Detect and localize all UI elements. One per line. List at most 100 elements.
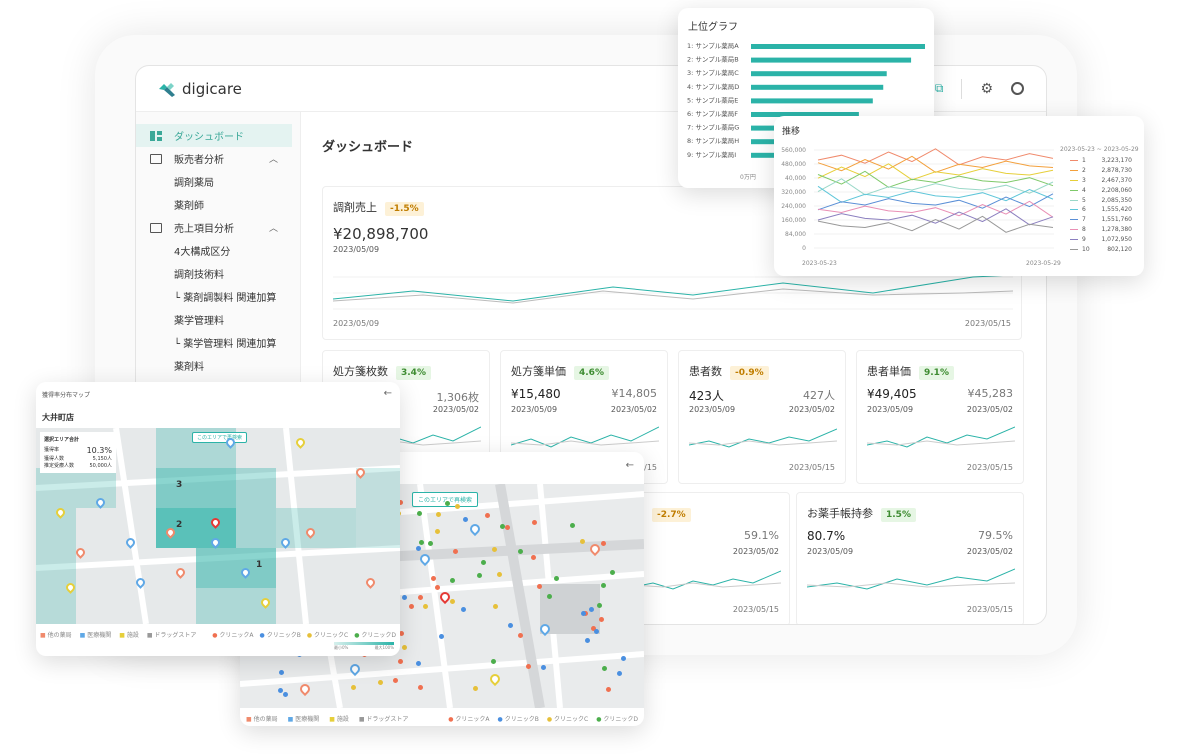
sidebar-item-label: 薬剤師 [174,201,204,212]
bar-label: 5: サンプル薬局E [687,95,738,104]
sidebar-item-drug-fee[interactable]: 薬剤料 [136,354,300,377]
map-dot[interactable] [402,645,407,650]
map-dot[interactable] [518,549,523,554]
map-area[interactable]: 3 2 1 このエリアで再検索 選択エリア合計 獲得率 10.3% 獲得人数 5,1… [36,427,400,628]
map-dot[interactable] [599,617,604,622]
map-dot[interactable] [581,611,586,616]
card-label: 処方箋単価 [511,365,566,378]
map-dot[interactable] [398,500,403,505]
map-dot[interactable] [419,540,424,545]
map-dot[interactable] [473,686,478,691]
map-dot[interactable] [461,607,466,612]
metric-card-patients[interactable]: 患者数 -0.9% 423人 427人 2023/05/09 2023/05/02… [678,350,846,484]
map-dot[interactable] [526,664,531,669]
map-dot[interactable] [436,512,441,517]
map-dot[interactable] [547,594,552,599]
sidebar-item-pharmacy[interactable]: 調剤薬局 [136,170,300,193]
map-dot[interactable] [435,585,440,590]
sidebar-item-management-addon[interactable]: └ 薬学管理料 関連加算 [136,331,300,354]
map-dot[interactable] [278,688,283,693]
map-dot[interactable] [450,578,455,583]
sidebar-item-seller-analysis[interactable]: 販売者分析 ︿ [136,147,300,170]
metric-card-rate[interactable]: 率-2.7% 59.1% 2023/05/02 2023/05/15 [622,492,790,624]
map-dot[interactable] [601,583,606,588]
map-dot[interactable] [500,524,505,529]
card-date: 2023/05/09 [511,405,558,414]
map-dot[interactable] [617,671,622,676]
sidebar-item-dispensing-fee[interactable]: 調剤技術料 [136,262,300,285]
map-dot[interactable] [283,692,288,697]
map-dot[interactable] [508,623,513,628]
map-dot[interactable] [601,541,606,546]
map-dot[interactable] [418,685,423,690]
map-dot[interactable] [554,576,559,581]
map-dot[interactable] [537,584,542,589]
map-dot[interactable] [393,678,398,683]
map-dot[interactable] [378,680,383,685]
map-dot[interactable] [606,687,611,692]
sidebar-item-sales-items[interactable]: 売上項目分析 ︿ [136,216,300,239]
map-dot[interactable] [580,539,585,544]
map-dot[interactable] [445,501,450,506]
chevron-up-icon[interactable]: ︿ [268,224,278,234]
metric-card-notebook[interactable]: お薬手帳持参 1.5% 80.7% 79.5% 2023/05/09 2023/0… [796,492,1024,624]
back-arrow-icon[interactable]: ← [383,388,392,399]
chevron-up-icon[interactable]: ︿ [268,155,278,165]
map-dot[interactable] [439,634,444,639]
map-dot[interactable] [428,541,433,546]
map-dot[interactable] [416,661,421,666]
map-dot[interactable] [398,659,403,664]
map-dot[interactable] [418,595,423,600]
map-dot[interactable] [279,670,284,675]
metric-card-patient-price[interactable]: 患者単価 9.1% ¥49,405 ¥45,283 2023/05/09 2023… [856,350,1024,484]
map-dot[interactable] [493,604,498,609]
map-dot[interactable] [497,572,502,577]
sidebar-item-dispensing-addon[interactable]: └ 薬剤調製料 関連加算 [136,285,300,308]
map-dot[interactable] [594,629,599,634]
map-dot[interactable] [450,599,455,604]
map-dot[interactable] [492,547,497,552]
sidebar-item-management-fee[interactable]: 薬学管理料 [136,308,300,331]
external-link-icon[interactable]: ⧉ [934,81,944,95]
map-dot[interactable] [541,665,546,670]
map-dot[interactable] [399,631,404,636]
sidebar-item-dashboard[interactable]: ダッシュボード [136,124,292,147]
map-dot[interactable] [570,523,575,528]
sidebar-item-four-categories[interactable]: 4大構成区分 [136,239,300,262]
map-dot[interactable] [481,560,486,565]
legend-item: ■ ドラッグストア [146,632,197,639]
sparkline [867,426,1015,448]
map-dot[interactable] [518,633,523,638]
search-area-button[interactable]: このエリアで再検索 [412,492,479,507]
map-dot[interactable] [491,659,496,664]
bar [751,112,859,117]
search-area-button[interactable]: このエリアで再検索 [192,432,248,443]
map-dot[interactable] [402,595,407,600]
map-dot[interactable] [610,570,615,575]
map-dot[interactable] [417,511,422,516]
map-dot[interactable] [505,525,510,530]
map-dot[interactable] [602,666,607,671]
map-dot[interactable] [416,546,421,551]
map-dot[interactable] [597,603,602,608]
gear-icon[interactable]: ⚙ [980,80,993,97]
map-dot[interactable] [477,573,482,578]
map-dot[interactable] [453,549,458,554]
map-dot[interactable] [423,604,428,609]
map-dot[interactable] [431,576,436,581]
map-dot[interactable] [485,513,490,518]
map-dot[interactable] [351,685,356,690]
map-dot[interactable] [531,555,536,560]
map-dot[interactable] [455,504,460,509]
map-dot[interactable] [589,607,594,612]
map-dot[interactable] [435,529,440,534]
back-arrow-icon[interactable]: ← [625,460,634,471]
map-dot[interactable] [591,626,596,631]
map-dot[interactable] [532,520,537,525]
user-icon[interactable] [1011,82,1024,95]
map-dot[interactable] [409,604,414,609]
map-dot[interactable] [621,656,626,661]
sidebar-item-pharmacist[interactable]: 薬剤師 [136,193,300,216]
map-dot[interactable] [585,638,590,643]
map-dot[interactable] [463,517,468,522]
